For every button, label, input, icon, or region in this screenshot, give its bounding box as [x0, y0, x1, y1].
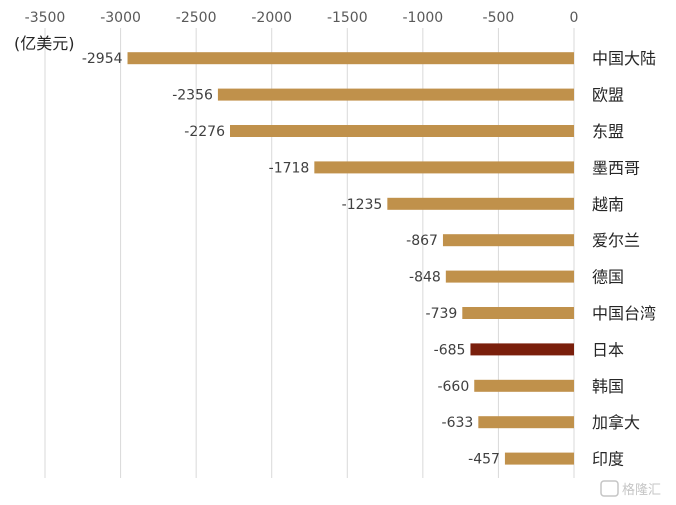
x-tick-label: -3000 [100, 10, 141, 26]
bar [387, 197, 574, 210]
category-label: 中国大陆 [592, 49, 656, 68]
category-label: 欧盟 [592, 86, 624, 105]
x-tick-label: -500 [483, 10, 515, 26]
category-label: 德国 [592, 268, 624, 287]
category-label: 爱尔兰 [592, 231, 640, 250]
data-label: -739 [426, 306, 458, 322]
data-label: -867 [406, 233, 438, 249]
data-label: -633 [442, 415, 474, 431]
data-label: -2276 [184, 124, 225, 140]
data-labels: -2954 -2356 -2276 -1718 -1235 -867 -848 -739 -68… [82, 51, 500, 467]
bar [445, 270, 574, 283]
bars [127, 52, 575, 465]
bar [478, 416, 574, 429]
x-tick-label: -3500 [25, 10, 66, 26]
data-label: -2356 [172, 88, 213, 104]
bar [229, 125, 575, 137]
bar [470, 343, 574, 356]
category-label: 加拿大 [592, 413, 640, 432]
bar [217, 88, 575, 101]
bar [314, 161, 574, 174]
data-label: -660 [437, 379, 469, 395]
category-label: 印度 [592, 450, 624, 469]
x-tick-label: -2000 [251, 10, 292, 26]
watermark-text: 格隆汇 [622, 482, 661, 498]
unit-label: (亿美元) [14, 34, 75, 53]
data-label: -1235 [342, 197, 383, 213]
category-label: 东盟 [592, 122, 624, 141]
category-label: 韩国 [592, 377, 624, 396]
data-label: -1718 [269, 160, 310, 176]
category-label: 墨西哥 [592, 158, 640, 177]
data-label: -685 [434, 342, 466, 358]
category-label: 中国台湾 [592, 304, 656, 323]
data-label: -2954 [82, 51, 123, 67]
x-axis-ticks: -3500 -3000 -2500 -2000 -1500 -1000 -500 0 [25, 10, 579, 26]
x-tick-label: -2500 [176, 10, 217, 26]
watermark: 格隆汇 [600, 480, 661, 498]
x-tick-label: 0 [570, 10, 579, 26]
bar [442, 234, 574, 247]
bar [474, 379, 574, 392]
bar [127, 52, 575, 65]
x-tick-label: -1500 [327, 10, 368, 26]
bar [504, 452, 574, 465]
category-label: 日本 [592, 340, 624, 359]
logo-icon [600, 480, 619, 497]
data-label: -848 [409, 270, 441, 286]
category-label: 越南 [592, 195, 624, 214]
bar [462, 307, 574, 319]
gridlines [44, 28, 575, 478]
x-tick-label: -1000 [403, 10, 444, 26]
data-label: -457 [468, 452, 500, 468]
